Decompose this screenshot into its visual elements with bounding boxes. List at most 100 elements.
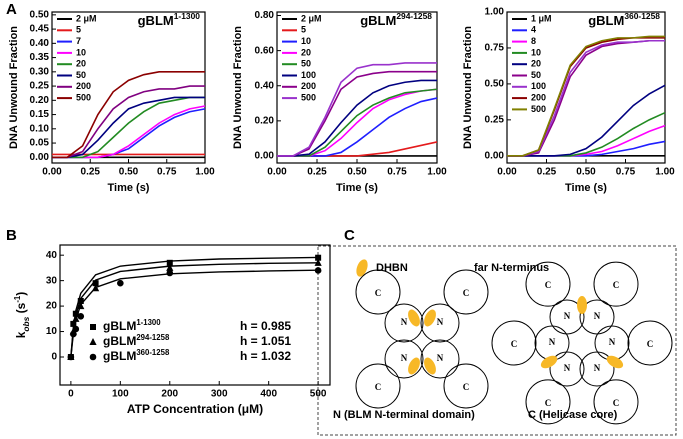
legend-label: 2 μM [76, 13, 97, 23]
legend-label: 8 [531, 36, 536, 46]
x-tick-label: 0.25 [307, 167, 327, 178]
y-axis-label: DNA Unwound Fraction [232, 26, 244, 149]
caption: C (Helicase core) [528, 409, 618, 421]
domain-circle [443, 269, 489, 315]
data-line [277, 141, 438, 157]
domain-letter: N [549, 337, 556, 347]
legend-label: 200 [301, 81, 316, 91]
marker [77, 312, 85, 320]
domain-circle [579, 351, 615, 387]
legend-label: gBLM1-1300 [103, 318, 161, 334]
annotation: h = 0.985 [240, 319, 291, 333]
legend-label: 10 [531, 47, 541, 57]
y-tick-label: 0.20 [255, 116, 275, 127]
domain-letter: C [463, 382, 470, 392]
marker [166, 259, 173, 266]
y-tick-label: 0.50 [485, 79, 505, 90]
domain-circle [549, 299, 585, 335]
legend-label: 50 [301, 59, 311, 69]
marker [314, 267, 322, 274]
legend-label: 20 [301, 47, 311, 57]
x-tick-label: 0.00 [497, 167, 517, 178]
y-tick-label: 0.60 [255, 45, 275, 56]
panel-label: A [6, 1, 17, 18]
domain-letter: C [375, 288, 382, 298]
dhbn-icon [424, 357, 436, 375]
y-tick-label: 0.45 [30, 24, 50, 35]
legend-label: 10 [76, 47, 86, 57]
dhbn-icon [577, 296, 587, 314]
domain-letter: C [545, 280, 552, 290]
marker [67, 353, 75, 361]
legend-label: 50 [76, 70, 86, 80]
domain-letter: N [564, 363, 571, 373]
legend-label: 7 [76, 36, 81, 46]
data-line [507, 124, 666, 157]
legend-label: 5 [301, 25, 306, 35]
domain-letter: N [401, 353, 408, 363]
legend-label: 2 μM [301, 13, 322, 23]
legend-label: 200 [76, 81, 91, 91]
domain-circle [525, 261, 571, 307]
dhbn-icon [424, 309, 436, 327]
x-tick-label: 0.00 [42, 167, 62, 178]
domain-letter: C [613, 398, 620, 408]
chart-title: gBLM294-1258 [360, 11, 432, 28]
legend-label: 200 [531, 92, 546, 102]
x-axis-label: Time (s) [336, 182, 378, 194]
domain-letter: C [647, 339, 654, 349]
legend-label: DHBN [376, 262, 408, 274]
data-line [507, 84, 666, 157]
chart-title: gBLM1-1300 [138, 11, 201, 28]
data-line [52, 96, 205, 159]
data-line [277, 62, 437, 157]
x-tick-label: 500 [310, 389, 327, 400]
y-axis-label: DNA Unwound Fraction [462, 26, 474, 149]
legend-label: 50 [531, 70, 541, 80]
x-tick-label: 0.75 [157, 167, 177, 178]
domain-letter: C [613, 280, 620, 290]
legend-label: 100 [531, 81, 546, 91]
marker [90, 324, 96, 330]
data-line [52, 96, 205, 159]
data-line [52, 105, 206, 159]
legend-label: 1 μM [531, 13, 552, 23]
y-tick-label: 0.00 [485, 150, 505, 161]
x-tick-label: 1.00 [427, 167, 447, 178]
domain-letter: N [564, 311, 571, 321]
y-tick-label: 0.50 [30, 9, 50, 20]
x-tick-label: 0.50 [576, 167, 596, 178]
caption: N (BLM N-terminal domain) [333, 409, 475, 421]
domain-circle [384, 339, 424, 379]
dhbn-icon [408, 309, 420, 327]
data-line [52, 85, 205, 159]
domain-circle [627, 320, 673, 366]
x-axis-label: Time (s) [108, 182, 150, 194]
y-tick-label: 0.00 [255, 151, 275, 162]
domain-letter: C [545, 398, 552, 408]
domain-circle [384, 303, 424, 343]
legend-label: 100 [301, 70, 316, 80]
x-tick-label: 0.00 [267, 167, 287, 178]
y-tick-label: 0.80 [255, 10, 275, 21]
y-tick-label: 0.10 [30, 123, 50, 134]
dhbn-icon [408, 357, 420, 375]
y-tick-label: 0.40 [255, 80, 275, 91]
y-tick-label: 20 [46, 301, 58, 312]
marker [70, 330, 77, 338]
data-line [52, 108, 206, 159]
x-tick-label: 200 [161, 389, 178, 400]
marker [315, 254, 322, 261]
marker [314, 258, 322, 266]
marker [92, 280, 99, 287]
x-tick-label: 1.00 [655, 167, 675, 178]
domain-letter: N [594, 311, 601, 321]
marker [89, 353, 97, 361]
legend-label: 10 [301, 36, 311, 46]
x-axis-label: Time (s) [565, 182, 607, 194]
y-tick-label: 0.35 [30, 52, 50, 63]
x-tick-label: 100 [112, 389, 129, 400]
y-tick-label: 0.75 [485, 43, 505, 54]
dhbn-icon [540, 355, 558, 369]
marker [70, 320, 77, 327]
